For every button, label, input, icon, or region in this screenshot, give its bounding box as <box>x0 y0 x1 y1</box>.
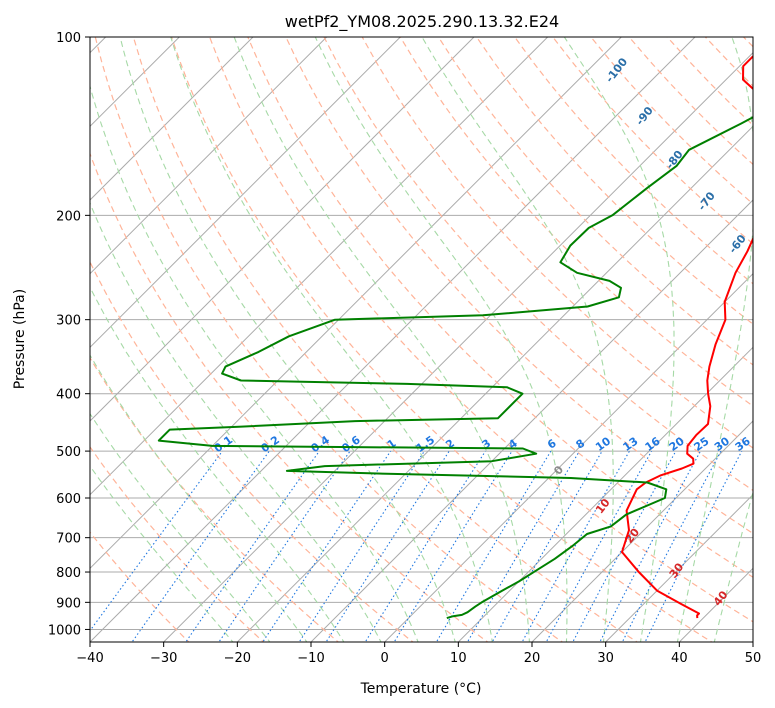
moist-adiabat <box>563 37 675 642</box>
y-axis: 1000 900 800 700 600 500 400 300 200 100 <box>48 31 90 638</box>
isotherm-line <box>90 37 181 128</box>
y-tick-label: 500 <box>56 445 81 460</box>
x-tick-label: 30 <box>597 651 614 666</box>
mixing-ratio-line <box>325 450 450 642</box>
isotherm-line <box>90 37 328 275</box>
isotherm-line <box>90 37 623 570</box>
mixing-ratio-line <box>599 450 701 642</box>
dry-adiabat <box>476 37 753 325</box>
dry-adiabat <box>437 37 753 366</box>
dry-adiabat <box>399 37 753 407</box>
x-tick-label: 50 <box>745 651 762 666</box>
mixing-ratio-line <box>131 450 270 642</box>
y-tick-label: 200 <box>56 209 81 224</box>
moist-adiabat <box>233 37 530 642</box>
mixing-ratio-line <box>364 450 486 642</box>
mixing-ratio-line <box>185 450 320 642</box>
mixing-ratio-line <box>262 450 392 642</box>
moist-adiabat <box>314 37 568 642</box>
isotherm-line <box>90 37 254 201</box>
mixing-ratio-line <box>298 450 425 642</box>
y-tick-label: 300 <box>56 314 81 329</box>
y-tick-label: 600 <box>56 492 81 507</box>
moist-adiabat <box>713 490 753 642</box>
x-tick-label: −30 <box>150 651 177 666</box>
dry-adiabat <box>94 37 564 642</box>
x-tick-label: 10 <box>450 651 467 666</box>
dry-adiabat <box>361 37 753 449</box>
mixing-ratio-line <box>218 450 351 642</box>
isotherm-line <box>90 37 549 496</box>
y-tick-label: 1000 <box>48 623 81 638</box>
y-tick-label: 400 <box>56 388 81 403</box>
isotherm-line <box>531 420 753 642</box>
dry-adiabat <box>247 37 753 578</box>
x-axis: −40 −30 −20 −10 0 10 20 30 40 50 <box>76 642 761 666</box>
dry-adiabat <box>514 37 753 285</box>
dry-adiabat <box>90 445 265 642</box>
moist-adiabat <box>90 354 308 642</box>
x-tick-label: 40 <box>671 651 688 666</box>
dry-adiabat <box>90 356 340 642</box>
sounding-traces <box>157 55 753 620</box>
dry-adiabat <box>170 37 713 642</box>
isotherm-line <box>90 37 402 349</box>
mixing-ratio-line <box>621 450 722 642</box>
isotherm-line <box>604 493 753 642</box>
dry-adiabat <box>132 37 639 642</box>
isobar-grid <box>90 37 753 630</box>
x-tick-label: 0 <box>381 651 389 666</box>
isotherm-line <box>383 272 753 642</box>
plot-frame <box>89 36 754 643</box>
mixing-ratio-line <box>393 450 513 642</box>
isotherm-grid <box>90 37 753 642</box>
dry-adiabat <box>90 260 414 642</box>
moist-adiabat <box>90 465 234 642</box>
y-axis-title: Pressure (hPa) <box>12 289 28 389</box>
moist-adiabat <box>676 37 753 642</box>
isotherm-line <box>90 37 696 642</box>
moist-adiabat <box>90 84 419 642</box>
y-tick-label: 700 <box>56 532 81 547</box>
x-tick-label: −40 <box>76 651 103 666</box>
isotherm-line <box>90 37 475 422</box>
isotherm-line <box>457 346 753 642</box>
x-axis-title: Temperature (°C) <box>360 681 482 697</box>
mixing-ratio-lines <box>90 450 743 642</box>
plot-area: 0.1 0.2 0.4 0.6 1 1.5 2 3 4 6 8 10 13 16 20 25 30 36-100-… <box>90 37 753 642</box>
moist-adiabat <box>119 37 456 642</box>
chart-title: wetPf2_YM08.2025.290.13.32.E24 <box>285 12 559 32</box>
mixing-ratio-line <box>90 450 223 632</box>
x-tick-label: −10 <box>297 651 324 666</box>
temperature-trace <box>621 55 753 619</box>
mixing-ratio-line <box>466 450 580 642</box>
mixing-ratio-line <box>572 450 677 642</box>
dry-adiabats <box>90 37 753 642</box>
moist-adiabat <box>170 37 493 642</box>
dry-adiabat <box>323 37 753 492</box>
x-tick-label: −20 <box>224 651 251 666</box>
moist-adiabat <box>421 37 614 642</box>
dry-adiabat <box>285 37 753 535</box>
isotherm-line <box>310 199 753 642</box>
moist-adiabat <box>90 285 345 642</box>
y-tick-label: 100 <box>56 31 81 46</box>
x-tick-label: 20 <box>524 651 541 666</box>
moist-adiabat <box>90 201 382 642</box>
y-tick-label: 800 <box>56 566 81 581</box>
moist-adiabats <box>90 37 753 642</box>
dry-adiabat <box>209 37 753 623</box>
dewpoint-trace <box>157 116 753 620</box>
isotherm-line <box>236 125 753 642</box>
y-tick-label: 900 <box>56 596 81 611</box>
moist-adiabat <box>90 412 271 642</box>
dry-adiabat <box>90 151 489 642</box>
